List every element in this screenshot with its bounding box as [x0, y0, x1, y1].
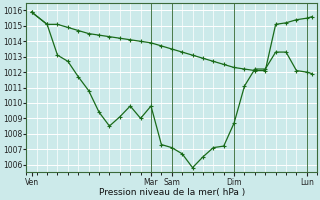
X-axis label: Pression niveau de la mer( hPa ): Pression niveau de la mer( hPa ) [99, 188, 245, 197]
